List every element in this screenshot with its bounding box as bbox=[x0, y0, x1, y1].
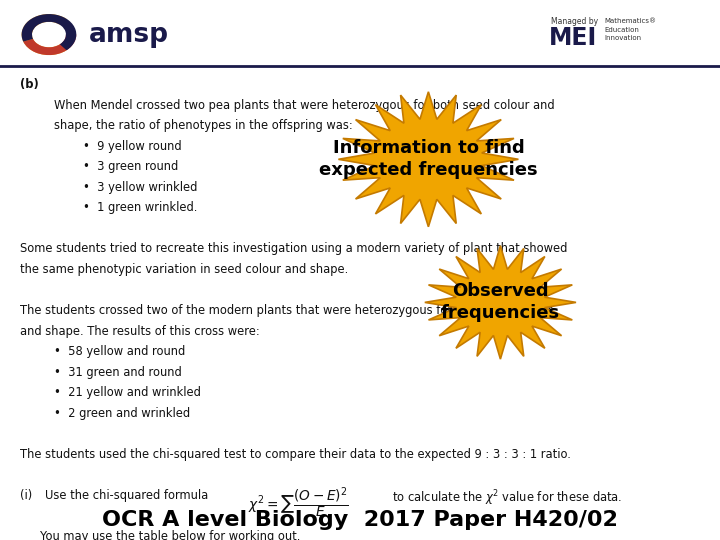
Wedge shape bbox=[23, 35, 76, 55]
Text: When Mendel crossed two pea plants that were heterozygous for both seed colour a: When Mendel crossed two pea plants that … bbox=[54, 99, 554, 112]
Text: Observed
frequencies: Observed frequencies bbox=[441, 282, 560, 322]
Text: You may use the table below for working out.: You may use the table below for working … bbox=[40, 530, 300, 540]
Text: and shape. The results of this cross were:: and shape. The results of this cross wer… bbox=[20, 325, 260, 338]
Polygon shape bbox=[338, 92, 518, 227]
Text: Managed by: Managed by bbox=[551, 17, 598, 26]
Text: MEI: MEI bbox=[549, 26, 598, 50]
Text: OCR A level Biology  2017 Paper H420/02: OCR A level Biology 2017 Paper H420/02 bbox=[102, 510, 618, 530]
Text: •  3 yellow wrinkled: • 3 yellow wrinkled bbox=[83, 181, 197, 194]
Text: $\chi^2 = \sum\dfrac{(O-E)^2}{E}$: $\chi^2 = \sum\dfrac{(O-E)^2}{E}$ bbox=[248, 485, 349, 520]
Text: Some students tried to recreate this investigation using a modern variety of pla: Some students tried to recreate this inv… bbox=[20, 242, 567, 255]
Text: (b): (b) bbox=[20, 78, 39, 91]
Text: •  2 green and wrinkled: • 2 green and wrinkled bbox=[54, 407, 190, 420]
Text: Use the chi-squared formula: Use the chi-squared formula bbox=[45, 489, 209, 502]
Text: The students used the chi-squared test to compare their data to the expected 9 :: The students used the chi-squared test t… bbox=[20, 448, 571, 461]
Wedge shape bbox=[22, 14, 76, 50]
Text: Information to find
expected frequencies: Information to find expected frequencies bbox=[319, 139, 538, 179]
Text: •  3 green round: • 3 green round bbox=[83, 160, 178, 173]
Text: •  31 green and round: • 31 green and round bbox=[54, 366, 181, 379]
Text: to calculate the $\chi^2$ value for these data.: to calculate the $\chi^2$ value for thes… bbox=[392, 489, 623, 508]
Text: •  9 yellow round: • 9 yellow round bbox=[83, 140, 181, 153]
Text: Mathematics®
Education
Innovation: Mathematics® Education Innovation bbox=[605, 18, 657, 41]
Text: •  21 yellow and wrinkled: • 21 yellow and wrinkled bbox=[54, 386, 201, 399]
Text: •  58 yellow and round: • 58 yellow and round bbox=[54, 345, 185, 358]
Wedge shape bbox=[22, 14, 66, 55]
Text: •  1 green wrinkled.: • 1 green wrinkled. bbox=[83, 201, 197, 214]
Text: amsp: amsp bbox=[89, 22, 169, 48]
Text: shape, the ratio of phenotypes in the offspring was:: shape, the ratio of phenotypes in the of… bbox=[54, 119, 353, 132]
Text: the same phenotypic variation in seed colour and shape.: the same phenotypic variation in seed co… bbox=[20, 263, 348, 276]
Text: The students crossed two of the modern plants that were heterozygous for both se: The students crossed two of the modern p… bbox=[20, 304, 552, 317]
Polygon shape bbox=[425, 246, 576, 359]
Text: (i): (i) bbox=[20, 489, 32, 502]
